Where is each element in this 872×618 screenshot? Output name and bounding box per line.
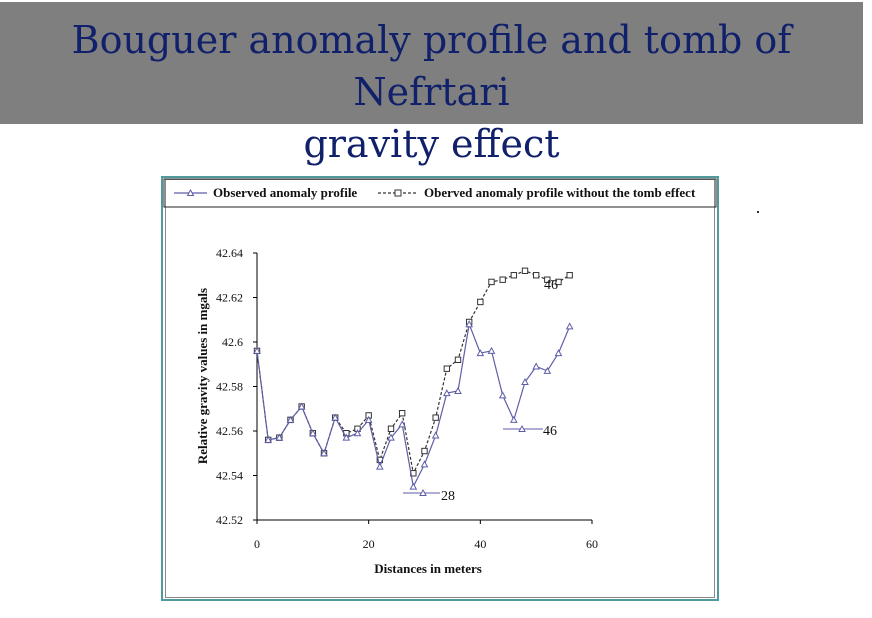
y-tick-label: 42.52 xyxy=(216,513,243,527)
legend-marker-without-tomb xyxy=(394,189,402,197)
data-point-square xyxy=(521,267,529,275)
data-point-triangle xyxy=(409,482,418,490)
data-point-triangle xyxy=(442,389,451,397)
legend-item-without-tomb: Oberved anomaly profile without the tomb… xyxy=(378,185,696,200)
data-point-triangle xyxy=(532,362,541,370)
data-point-square xyxy=(398,410,406,417)
data-point-triangle xyxy=(454,386,462,394)
data-point-triangle xyxy=(498,391,507,399)
data-point-triangle xyxy=(543,366,552,374)
data-point-square xyxy=(544,276,551,283)
data-point-triangle xyxy=(509,415,518,423)
y-ticks: 42.52 42.54 42.56 42.58 42.6 42.62 42.64 xyxy=(216,246,257,527)
legend-label-without-tomb: Oberved anomaly profile without the tomb… xyxy=(424,185,696,200)
y-tick-label: 42.54 xyxy=(216,469,243,483)
annotation-marker xyxy=(419,488,427,496)
slide-title: Bouguer anomaly profile and tomb of Nefr… xyxy=(71,18,792,166)
data-point-triangle xyxy=(342,433,351,441)
legend-marker-observed xyxy=(186,188,195,196)
data-point-square xyxy=(510,272,518,279)
legend-box xyxy=(163,178,717,208)
data-point-square xyxy=(443,365,451,372)
data-point-triangle xyxy=(521,378,529,386)
data-point-triangle xyxy=(275,433,284,441)
data-point-square xyxy=(387,425,395,432)
data-point-triangle xyxy=(465,320,474,328)
annotation-label: 28 xyxy=(441,489,455,504)
series-line xyxy=(256,270,571,476)
data-point-triangle xyxy=(320,449,328,457)
data-point-triangle xyxy=(565,322,574,330)
annotation-marker xyxy=(518,424,526,432)
data-point-triangle xyxy=(364,415,373,423)
data-point-triangle xyxy=(420,460,429,468)
data-point-triangle xyxy=(353,429,362,437)
y-tick-label: 42.62 xyxy=(216,291,243,305)
annotation-layer: 28 46 46 xyxy=(403,278,558,504)
legend-item-observed: Observed anomaly profile xyxy=(174,185,357,200)
y-tick-label: 42.6 xyxy=(222,335,243,349)
data-point-triangle xyxy=(387,433,395,441)
data-point-triangle xyxy=(476,349,485,357)
data-point-triangle xyxy=(375,462,384,470)
data-point-square xyxy=(421,447,428,455)
y-axis-label: Relative gravity values in mgals xyxy=(195,288,210,464)
data-point-square xyxy=(454,356,462,364)
data-point-square xyxy=(566,272,573,279)
annotation-46-1: 46 xyxy=(503,424,557,439)
chart-frame xyxy=(161,176,719,601)
slide-title-bar: Bouguer anomaly profile and tomb of Nefr… xyxy=(0,2,863,166)
stray-dot xyxy=(757,211,759,213)
data-point-triangle xyxy=(431,431,440,439)
data-point-square xyxy=(555,278,562,286)
data-point-triangle xyxy=(331,413,340,421)
data-point-triangle xyxy=(253,346,261,354)
data-point-triangle xyxy=(297,402,306,410)
y-tick-label: 42.64 xyxy=(216,246,243,260)
series-observed xyxy=(253,320,574,490)
x-ticks: 0 20 40 60 xyxy=(254,520,598,551)
annotation-28-0: 28 xyxy=(403,488,455,504)
x-tick-label: 0 xyxy=(254,537,260,551)
x-tick-label: 60 xyxy=(586,537,598,551)
data-point-square xyxy=(477,298,484,306)
series-without-tomb xyxy=(253,267,573,477)
data-point-square xyxy=(432,414,439,421)
y-tick-label: 42.58 xyxy=(216,380,243,394)
data-point-triangle xyxy=(487,346,496,354)
annotation-46-2: 46 xyxy=(544,278,558,293)
data-point-square xyxy=(488,278,495,286)
data-point-square xyxy=(499,276,506,283)
data-point-triangle xyxy=(286,415,295,423)
data-point-triangle xyxy=(398,420,407,428)
annotation-label: 46 xyxy=(543,424,557,439)
x-tick-label: 40 xyxy=(474,537,486,551)
annotation-label: 46 xyxy=(544,278,558,293)
y-tick-label: 42.56 xyxy=(216,424,243,438)
data-point-triangle xyxy=(264,435,273,443)
x-axis-label: Distances in meters xyxy=(374,561,482,576)
data-point-triangle xyxy=(554,349,563,357)
data-point-square xyxy=(532,272,540,279)
data-point-triangle xyxy=(308,429,317,437)
legend-label-observed: Observed anomaly profile xyxy=(213,185,357,200)
x-tick-label: 20 xyxy=(363,537,375,551)
series-layer xyxy=(253,267,574,490)
